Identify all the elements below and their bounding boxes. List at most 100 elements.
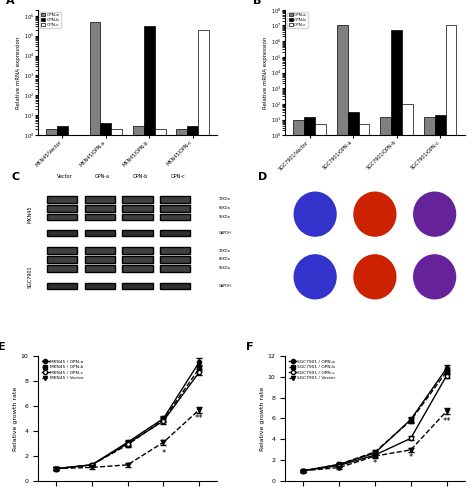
Text: SGC7901: SGC7901 [27, 266, 32, 288]
Legend: SGC7901 / OPN-a, SGC7901 / OPN-b, SGC7901 / OPN-c, SGC7901 / Vector: SGC7901 / OPN-a, SGC7901 / OPN-b, SGC790… [288, 358, 337, 382]
Circle shape [354, 255, 396, 299]
Text: GAPDH: GAPDH [219, 284, 232, 288]
Bar [90, 22, 100, 491]
Text: **: ** [442, 417, 451, 426]
Bar [198, 30, 209, 491]
FancyBboxPatch shape [160, 283, 190, 289]
Text: C: C [11, 172, 19, 182]
Bar [176, 129, 187, 491]
FancyBboxPatch shape [84, 205, 115, 212]
Text: Merge: Merge [427, 171, 442, 176]
FancyBboxPatch shape [84, 214, 115, 220]
Circle shape [294, 192, 336, 236]
FancyBboxPatch shape [122, 196, 153, 203]
Bar [293, 119, 304, 491]
Y-axis label: Relative growth rate: Relative growth rate [13, 386, 18, 451]
FancyBboxPatch shape [84, 283, 115, 289]
Bar [304, 117, 315, 491]
Text: 55KDa: 55KDa [219, 215, 231, 218]
FancyBboxPatch shape [160, 256, 190, 263]
Text: 72KDa: 72KDa [219, 248, 231, 252]
Text: GAPDH: GAPDH [219, 231, 232, 235]
Circle shape [414, 255, 456, 299]
FancyBboxPatch shape [47, 247, 77, 254]
Text: *: * [373, 459, 377, 467]
FancyBboxPatch shape [84, 256, 115, 263]
FancyBboxPatch shape [122, 265, 153, 272]
FancyBboxPatch shape [84, 265, 115, 272]
Text: D: D [258, 172, 268, 182]
Text: OPN-b: OPN-b [132, 174, 148, 179]
Circle shape [354, 192, 396, 236]
Text: OPN: OPN [370, 171, 380, 176]
FancyBboxPatch shape [47, 265, 77, 272]
Text: DAPI: DAPI [310, 171, 321, 176]
Circle shape [414, 192, 456, 236]
Bar [46, 129, 57, 491]
Text: 66KDa: 66KDa [219, 206, 231, 210]
FancyBboxPatch shape [84, 230, 115, 236]
Text: 72KDa: 72KDa [219, 197, 231, 201]
Text: **: ** [195, 414, 203, 423]
Text: Vector: Vector [57, 174, 73, 179]
Text: *: * [161, 449, 165, 458]
FancyBboxPatch shape [160, 230, 190, 236]
Text: DAPI: DAPI [369, 41, 381, 46]
Text: 55KDa: 55KDa [219, 266, 231, 270]
Bar [359, 124, 369, 491]
FancyBboxPatch shape [47, 205, 77, 212]
FancyBboxPatch shape [122, 256, 153, 263]
FancyBboxPatch shape [122, 283, 153, 289]
Bar [348, 112, 359, 491]
Y-axis label: Relative mRNA expression: Relative mRNA expression [16, 36, 21, 109]
Text: OPN-a: OPN-a [95, 174, 110, 179]
Bar [315, 124, 326, 491]
FancyBboxPatch shape [47, 283, 77, 289]
Bar [435, 115, 446, 491]
FancyBboxPatch shape [47, 214, 77, 220]
Bar [424, 117, 435, 491]
Bar [111, 129, 122, 491]
Bar [133, 126, 144, 491]
FancyBboxPatch shape [47, 230, 77, 236]
FancyBboxPatch shape [47, 196, 77, 203]
Text: 66KDa: 66KDa [219, 257, 231, 261]
Text: MKN45/OPNc: MKN45/OPNc [279, 203, 283, 226]
Bar [100, 123, 111, 491]
FancyBboxPatch shape [84, 196, 115, 203]
Text: *: * [126, 462, 130, 471]
FancyBboxPatch shape [160, 265, 190, 272]
Legend: OPN-a, OPN-b, OPN-c: OPN-a, OPN-b, OPN-c [287, 12, 308, 28]
Text: SGC7901/OPNc: SGC7901/OPNc [279, 263, 283, 290]
Y-axis label: Relative growth rate: Relative growth rate [260, 386, 265, 451]
Bar [380, 117, 391, 491]
FancyBboxPatch shape [160, 247, 190, 254]
FancyBboxPatch shape [47, 256, 77, 263]
Text: A: A [6, 0, 14, 5]
Y-axis label: Relative mRNA expression: Relative mRNA expression [263, 36, 268, 109]
FancyBboxPatch shape [122, 214, 153, 220]
FancyBboxPatch shape [160, 205, 190, 212]
Text: F: F [246, 342, 253, 352]
FancyBboxPatch shape [84, 247, 115, 254]
FancyBboxPatch shape [122, 247, 153, 254]
Text: MKN45: MKN45 [27, 205, 32, 223]
Circle shape [294, 255, 336, 299]
Bar [144, 26, 155, 491]
Bar [187, 126, 198, 491]
FancyBboxPatch shape [160, 196, 190, 203]
Bar [337, 26, 348, 491]
Bar [402, 104, 413, 491]
Bar [68, 135, 79, 491]
Text: OPN-c: OPN-c [170, 174, 185, 179]
Bar [446, 26, 456, 491]
Legend: OPN-a, OPN-b, OPN-c: OPN-a, OPN-b, OPN-c [40, 12, 61, 28]
Legend: MKN45 / OPN-a, MKN45 / OPN-b, MKN45 / OPN-c, MKN45 / Vector: MKN45 / OPN-a, MKN45 / OPN-b, MKN45 / OP… [40, 358, 85, 382]
Text: E: E [0, 342, 6, 352]
Bar [155, 129, 165, 491]
FancyBboxPatch shape [122, 205, 153, 212]
Bar [391, 30, 402, 491]
FancyBboxPatch shape [122, 230, 153, 236]
Text: *: * [409, 453, 413, 463]
Bar [57, 126, 68, 491]
